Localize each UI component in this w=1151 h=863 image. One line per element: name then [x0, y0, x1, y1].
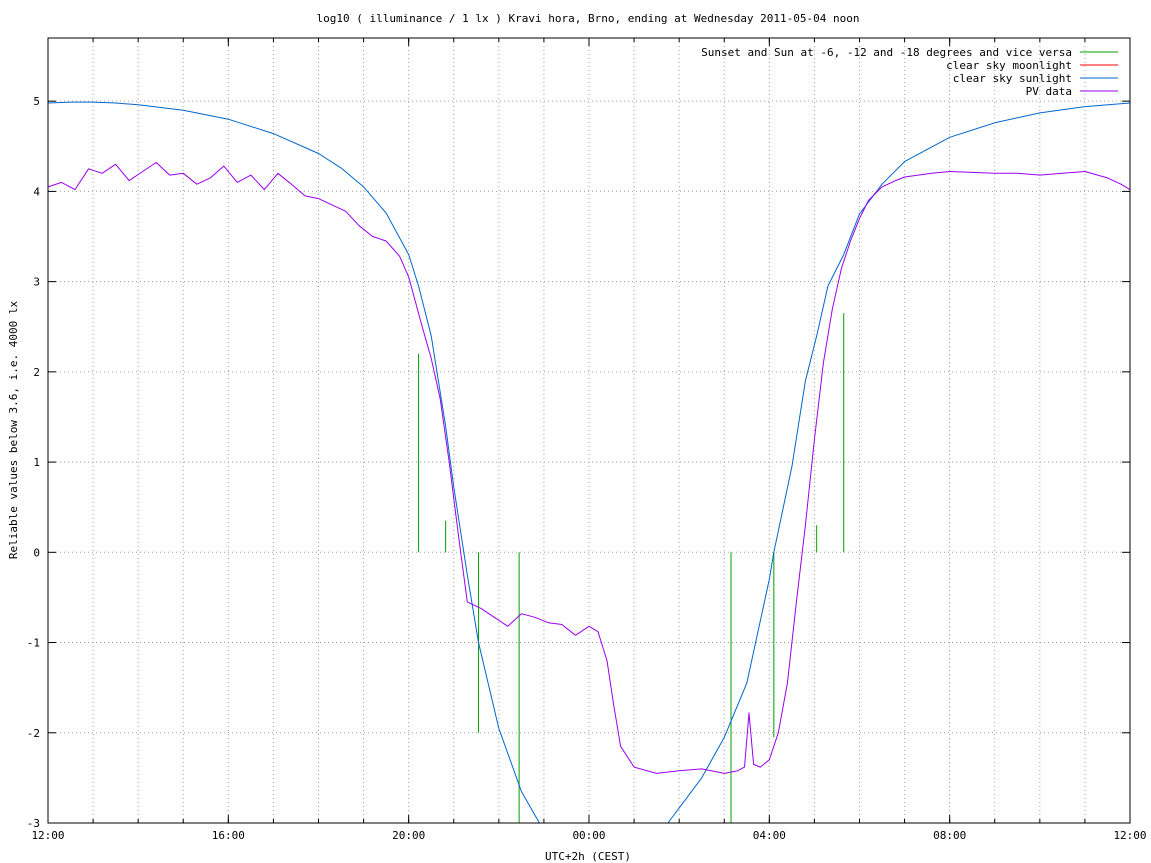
series-layer [47, 101, 1131, 824]
y-axis-label: Reliable values below 3.6, i.e. 4000 lx [7, 300, 20, 559]
x-tick-label: 16:00 [212, 829, 245, 842]
y-tick-label: 3 [33, 276, 40, 289]
y-tick-label: 0 [33, 546, 40, 559]
legend-label: PV data [1026, 85, 1072, 98]
grid-layer [48, 38, 1130, 823]
chart-title: log10 ( illuminance / 1 lx ) Kravi hora,… [316, 12, 859, 25]
legend: Sunset and Sun at -6, -12 and -18 degree… [701, 46, 1118, 98]
y-tick-label: -1 [27, 637, 40, 650]
x-tick-label: 00:00 [572, 829, 605, 842]
x-tick-label: 08:00 [933, 829, 966, 842]
y-tick-label: 4 [33, 185, 40, 198]
x-axis-label: UTC+2h (CEST) [545, 850, 631, 863]
x-tick-label: 04:00 [753, 829, 786, 842]
y-tick-label: 1 [33, 456, 40, 469]
x-tick-label: 12:00 [31, 829, 64, 842]
axes-layer: 12:00 16:00 20:00 00:00 04:00 08:00 12:00-3-2-… [27, 37, 1147, 842]
y-tick-label: -3 [27, 817, 40, 830]
legend-label: clear sky moonlight [946, 59, 1072, 72]
y-tick-label: -2 [27, 727, 40, 740]
y-tick-label: 2 [33, 366, 40, 379]
legend-label: clear sky sunlight [953, 72, 1072, 85]
series-line-3 [47, 162, 1131, 774]
y-tick-label: 5 [33, 95, 40, 108]
legend-label: Sunset and Sun at -6, -12 and -18 degree… [701, 46, 1072, 59]
x-tick-label: 12:00 [1113, 829, 1146, 842]
x-tick-label: 20:00 [392, 829, 425, 842]
